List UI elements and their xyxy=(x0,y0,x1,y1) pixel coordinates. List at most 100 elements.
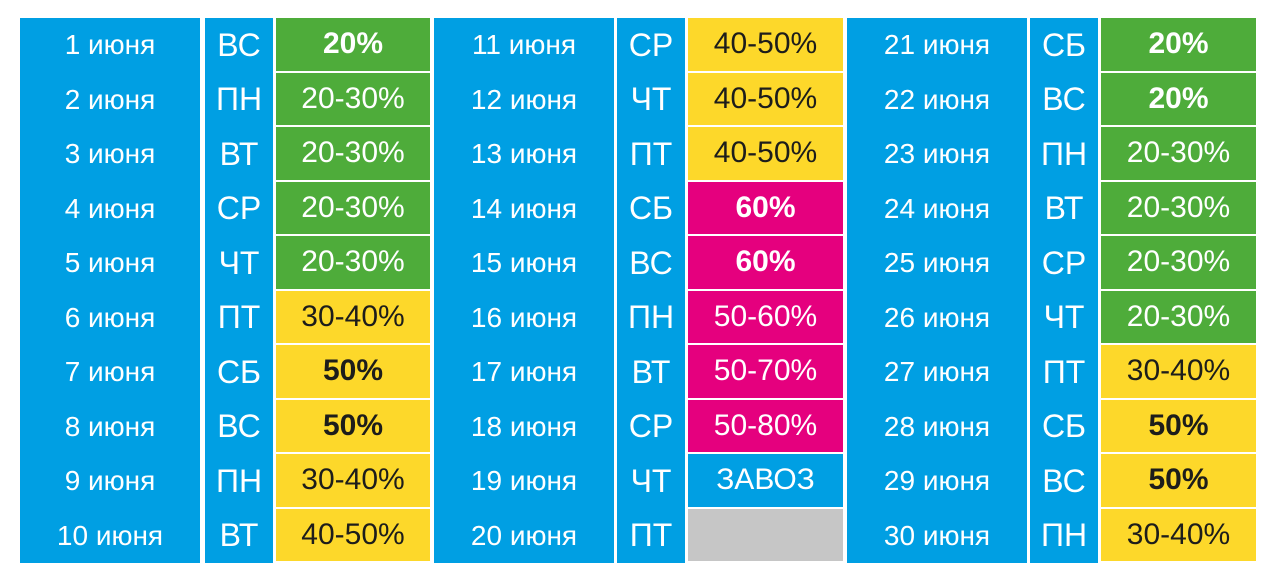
weekday-cell: ВТ xyxy=(631,353,671,390)
date-cell: 11 июня xyxy=(471,29,577,61)
discount-cell: 60% xyxy=(688,181,843,236)
weekday-cell: ВС xyxy=(629,244,673,281)
discount-cell: 30-40% xyxy=(1101,345,1256,400)
discount-cell: 20-30% xyxy=(1101,290,1256,345)
weekday-cell: СР xyxy=(216,190,262,227)
weekday-cell: ЧТ xyxy=(630,462,672,499)
weekday-cell: ЧТ xyxy=(218,244,260,281)
discount-cell: 50% xyxy=(1101,399,1256,454)
date-cell: 21 июня xyxy=(883,29,991,61)
date-cell: 25 июня xyxy=(883,247,991,279)
weekday-cell: ПН xyxy=(1040,517,1088,554)
date-cell: 18 июня xyxy=(470,410,578,442)
discount-cell: 50-60% xyxy=(688,290,843,345)
date-cell: 4 июня xyxy=(64,192,156,224)
date-column-2: 11 июня 12 июня 13 июня 14 июня 15 июня 16 ию… xyxy=(434,18,614,563)
discount-cell: 50-70% xyxy=(688,345,843,400)
date-column-3: 21 июня 22 июня 23 июня 24 июня 25 июня 26 ию… xyxy=(847,18,1027,563)
weekday-cell: ЧТ xyxy=(630,81,672,118)
weekday-cell: ВТ xyxy=(219,135,259,172)
weekday-cell: ВС xyxy=(1042,81,1086,118)
date-cell: 14 июня xyxy=(470,192,578,224)
date-cell: 9 июня xyxy=(64,465,156,497)
date-cell: 16 июня xyxy=(470,301,578,333)
weekday-cell: СБ xyxy=(1041,408,1087,445)
date-cell: 10 июня xyxy=(56,519,164,551)
discount-cell: 20-30% xyxy=(276,127,430,182)
discount-cell: 20-30% xyxy=(276,72,430,127)
day-column-3: СБ ВС ПН ВТ СР ЧТ ПТ СБ ВС ПН xyxy=(1030,18,1098,563)
date-cell: 29 июня xyxy=(883,465,991,497)
discount-cell: 20-30% xyxy=(276,181,430,236)
weekday-cell: ПТ xyxy=(1042,353,1086,390)
discount-cell: 20% xyxy=(276,18,430,73)
weekday-cell: СР xyxy=(1041,244,1087,281)
discount-cell: 20-30% xyxy=(1101,127,1256,182)
empty-discount-cell xyxy=(688,508,843,563)
discount-column-1: 20% 20-30% 20-30% 20-30% 20-30% 30-40% 50% 50% 3… xyxy=(276,18,430,563)
discount-column-3: 20% 20% 20-30% 20-30% 20-30% 20-30% 30-40% 50% 5… xyxy=(1101,18,1256,563)
date-cell: 6 июня xyxy=(64,301,156,333)
weekday-cell: СБ xyxy=(216,353,262,390)
weekday-cell: СБ xyxy=(628,190,674,227)
date-cell: 27 июня xyxy=(883,356,991,388)
discount-cell: 20% xyxy=(1101,72,1256,127)
date-cell: 22 июня xyxy=(883,83,991,115)
date-cell: 13 июня xyxy=(470,138,578,170)
date-cell: 2 июня xyxy=(64,83,156,115)
discount-column-2: 40-50% 40-50% 40-50% 60% 60% 50-60% 50-70% 50-8… xyxy=(688,18,843,563)
weekday-cell: ПН xyxy=(215,81,263,118)
date-cell: 20 июня xyxy=(470,519,578,551)
weekday-cell: ВС xyxy=(217,408,261,445)
date-cell: 19 июня xyxy=(470,465,578,497)
weekday-cell: СР xyxy=(628,408,674,445)
day-column-2: СР ЧТ ПТ СБ ВС ПН ВТ СР ЧТ ПТ xyxy=(617,18,685,563)
discount-cell: 20% xyxy=(1101,18,1256,73)
discount-cell: 30-40% xyxy=(276,454,430,509)
weekday-cell: СР xyxy=(628,26,674,63)
discount-cell: 40-50% xyxy=(688,18,843,73)
date-cell: 30 июня xyxy=(883,519,991,551)
discount-cell: 40-50% xyxy=(688,72,843,127)
discount-cell: 40-50% xyxy=(276,508,430,563)
date-cell: 26 июня xyxy=(883,301,991,333)
weekday-cell: ВТ xyxy=(1044,190,1084,227)
weekday-cell: ПН xyxy=(627,299,675,336)
weekday-cell: СБ xyxy=(1041,26,1087,63)
weekday-cell: ВС xyxy=(1042,462,1086,499)
date-cell: 28 июня xyxy=(883,410,991,442)
discount-cell: 20-30% xyxy=(1101,236,1256,291)
weekday-cell: ПТ xyxy=(629,517,673,554)
date-cell: 3 июня xyxy=(64,138,156,170)
day-column-1: ВС ПН ВТ СР ЧТ ПТ СБ ВС ПН ВТ xyxy=(205,18,273,563)
discount-cell: 50-80% xyxy=(688,399,843,454)
weekday-cell: ПТ xyxy=(629,135,673,172)
date-cell: 24 июня xyxy=(883,192,991,224)
date-cell: 23 июня xyxy=(883,138,991,170)
discount-cell: 50% xyxy=(1101,454,1256,509)
date-cell: 1 июня xyxy=(64,29,156,61)
discount-cell: 20-30% xyxy=(276,236,430,291)
weekday-cell: ВС xyxy=(217,26,261,63)
date-cell: 8 июня xyxy=(64,410,156,442)
date-column-1: 1 июня 2 июня 3 июня 4 июня 5 июня 6 июня 7 ию… xyxy=(20,18,200,563)
discount-cell: 60% xyxy=(688,236,843,291)
date-cell: 12 июня xyxy=(470,83,578,115)
discount-cell: 50% xyxy=(276,345,430,400)
weekday-cell: ВТ xyxy=(219,517,259,554)
weekday-cell: ЧТ xyxy=(1043,299,1085,336)
weekday-cell: ПТ xyxy=(217,299,261,336)
discount-cell: 20-30% xyxy=(1101,181,1256,236)
discount-cell: 30-40% xyxy=(276,290,430,345)
discount-cell: 40-50% xyxy=(688,127,843,182)
weekday-cell: ПН xyxy=(1040,135,1088,172)
date-cell: 5 июня xyxy=(64,247,156,279)
date-cell: 15 июня xyxy=(470,247,578,279)
date-cell: 17 июня xyxy=(470,356,578,388)
date-cell: 7 июня xyxy=(64,356,156,388)
discount-cell: 50% xyxy=(276,399,430,454)
weekday-cell: ПН xyxy=(215,462,263,499)
discount-cell: 30-40% xyxy=(1101,508,1256,563)
discount-cell: ЗАВОЗ xyxy=(688,454,843,509)
